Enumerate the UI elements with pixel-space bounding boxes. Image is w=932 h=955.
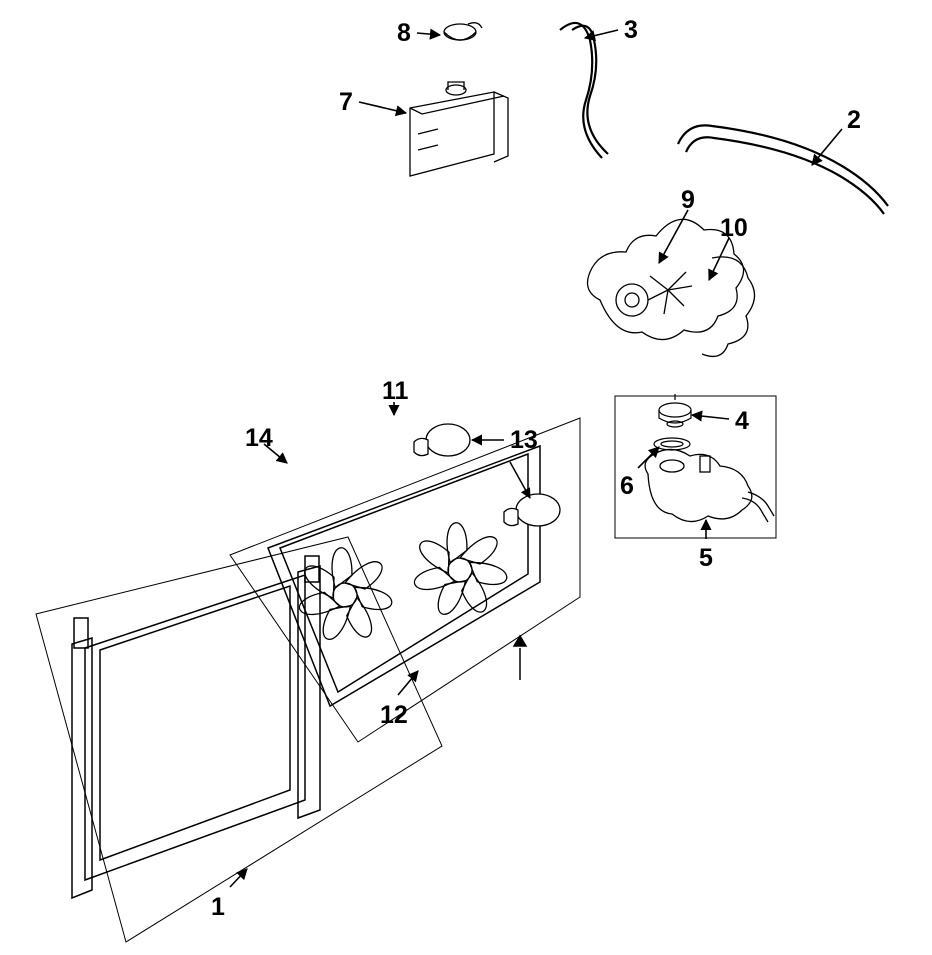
callout-label-12: 12 [380, 701, 408, 730]
callout-label-4: 4 [735, 407, 749, 436]
fan-shroud-group-box [230, 418, 580, 742]
callout-label-3: 3 [624, 16, 638, 45]
callout-leader-1 [230, 869, 247, 887]
upper-hose [560, 23, 608, 158]
callout-label-6: 6 [620, 472, 634, 501]
callout-label-7: 7 [339, 88, 353, 117]
callout-label-13: 13 [510, 426, 538, 455]
callout-label-5: 5 [699, 544, 713, 573]
callout-label-2: 2 [847, 106, 861, 135]
callout-leader-12 [398, 671, 418, 695]
reservoir-tank [410, 82, 508, 176]
callout-leader-9 [659, 210, 688, 263]
gasket-ring [654, 438, 690, 450]
water-pump-gasket [702, 257, 755, 357]
callout-label-1: 1 [211, 893, 225, 922]
callout-label-9: 9 [681, 186, 695, 215]
callout-leader-2 [812, 129, 842, 165]
radiator-group-box [36, 537, 442, 942]
thermostat-housing [645, 449, 774, 522]
callout-leader-6 [638, 447, 659, 468]
callout-leader-4 [692, 415, 729, 419]
callout-label-10: 10 [720, 214, 748, 243]
callout-leader-7 [359, 102, 406, 113]
callout-label-11: 11 [382, 377, 408, 406]
fan-shroud [268, 446, 540, 706]
callout-leader-8 [417, 33, 440, 35]
callout-label-8: 8 [397, 19, 411, 48]
lower-hose [678, 125, 888, 214]
fan-blade-right [413, 520, 510, 616]
callout-leader-3 [585, 30, 618, 38]
radiator [72, 556, 320, 898]
fan-motor-bottom [504, 494, 560, 526]
thermostat [659, 394, 691, 427]
reservoir-cap [444, 23, 482, 40]
fan-blade-left [298, 545, 395, 641]
fan-motor-top [414, 424, 470, 456]
parts-diagram-canvas: 1234567891011121314 [0, 0, 932, 955]
thermostat-group-box [615, 396, 776, 538]
parts-svg [0, 0, 932, 955]
callout-label-14: 14 [245, 424, 273, 453]
callout-leader-10 [709, 238, 729, 280]
